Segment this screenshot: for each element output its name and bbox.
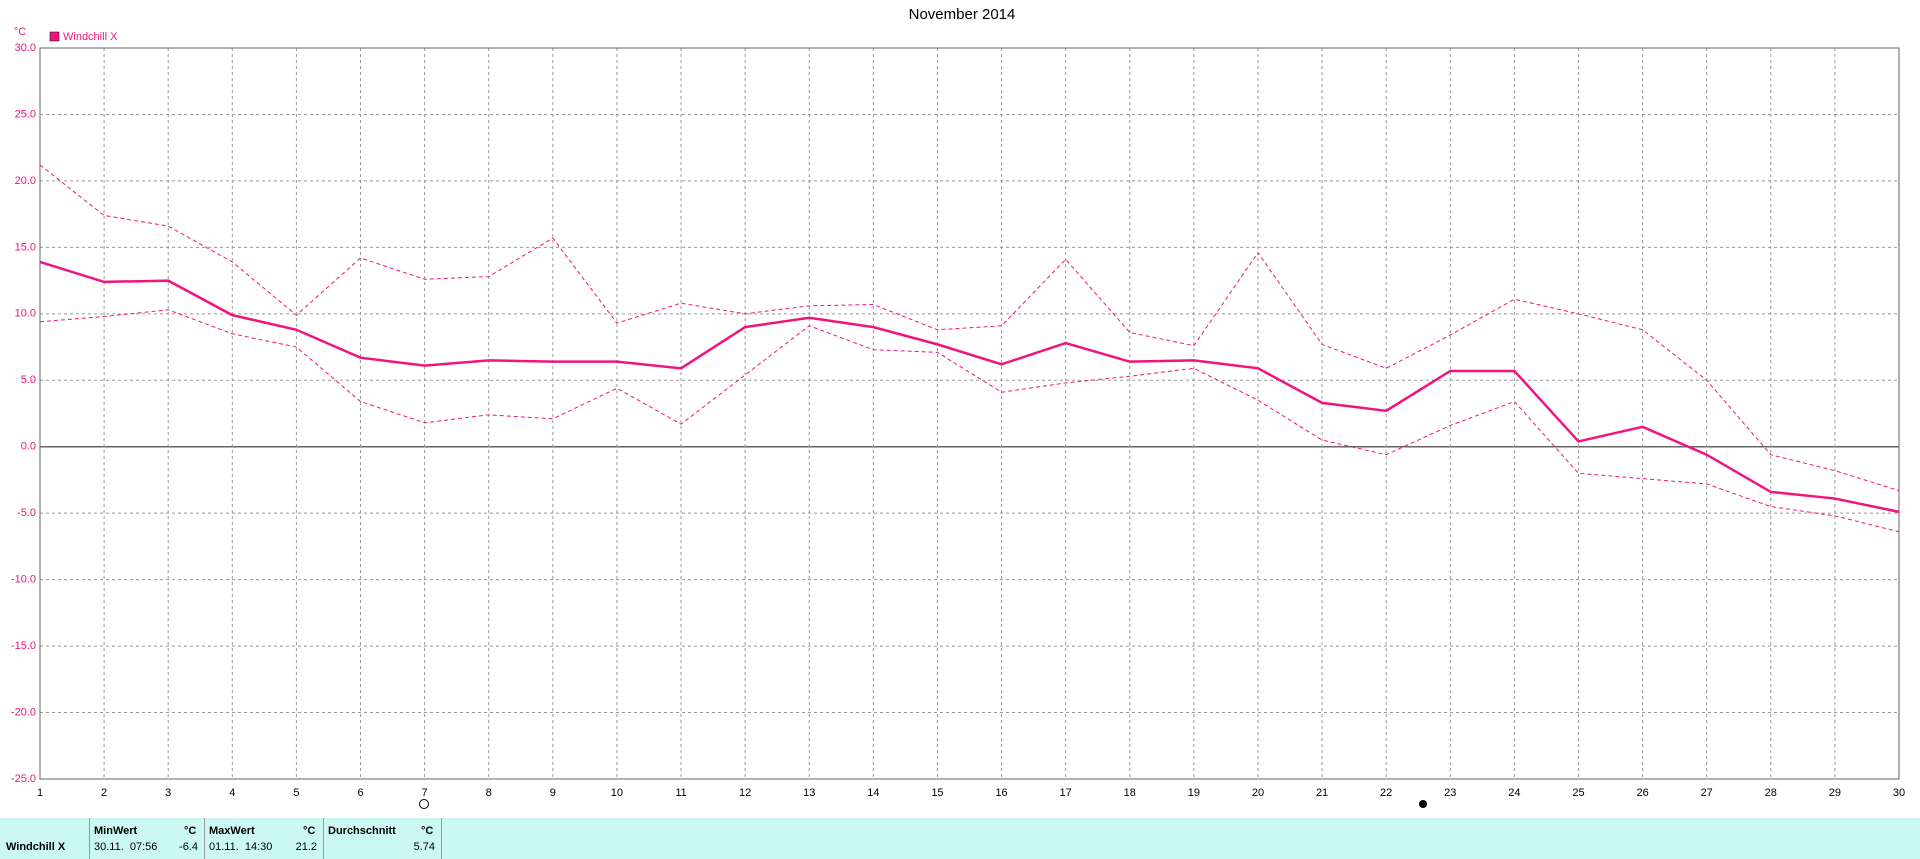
stats-table: Windchill X MinWert °C 30.11. 07:56 -6.4 Max… [0,818,1920,859]
x-tick-label: 1 [37,787,43,799]
value: -6.4 [179,841,198,853]
y-tick-label: -15.0 [11,640,36,652]
legend-label: Windchill X [63,31,118,43]
column-header: MinWert [94,825,138,837]
x-tick-label: 26 [1636,787,1648,799]
x-tick-label: 18 [1124,787,1136,799]
y-tick-label: -25.0 [11,773,36,785]
y-unit: °C [14,26,26,38]
x-tick-label: 30 [1893,787,1905,799]
legend-swatch [49,31,60,42]
x-tick-label: 5 [293,787,299,799]
x-tick-label: 20 [1252,787,1264,799]
x-tick-label: 22 [1380,787,1392,799]
x-tick-label: 13 [803,787,815,799]
unit: °C [184,825,197,837]
y-tick-label: -10.0 [11,574,36,586]
time: 01.11. 14:30 [209,841,273,853]
value: 21.2 [295,841,317,853]
unit: °C [421,825,434,837]
column-header: Durchschnitt [328,825,396,837]
row-label: Windchill X [6,841,66,853]
y-tick-label: 10.0 [15,308,36,320]
x-tick-label: 23 [1444,787,1456,799]
x-tick-label: 4 [229,787,235,799]
y-tick-label: 20.0 [15,175,36,187]
separator [89,818,90,859]
x-tick-label: 14 [867,787,879,799]
x-tick-label: 12 [739,787,751,799]
y-tick-label: 0.0 [21,441,36,453]
y-tick-label: 15.0 [15,241,36,253]
time: 30.11. 07:56 [94,841,158,853]
series-line [39,260,1900,514]
x-tick-label: 21 [1316,787,1328,799]
x-tick-label: 15 [931,787,943,799]
separator [441,818,442,859]
chart: November 2014 °C Windchill X 30.025.020.… [11,6,1905,809]
x-tick-label: 24 [1508,787,1520,799]
x-tick-label: 19 [1188,787,1200,799]
x-tick-label: 16 [995,787,1007,799]
x-tick-label: 11 [675,787,686,799]
x-tick-label: 6 [357,787,363,799]
x-tick-label: 3 [165,787,171,799]
x-tick-label: 29 [1829,787,1841,799]
x-tick-label: 9 [550,787,556,799]
y-tick-label: 25.0 [15,108,36,120]
series-line [39,309,1900,533]
separator [323,818,324,859]
chart-title: November 2014 [909,6,1016,23]
series-line [39,164,1900,492]
marker-icon [419,799,429,809]
x-tick-label: 2 [101,787,107,799]
y-tick-label: -5.0 [17,507,36,519]
x-tick-label: 28 [1765,787,1777,799]
x-tick-label: 27 [1701,787,1713,799]
x-tick-label: 17 [1060,787,1072,799]
x-tick-label: 8 [486,787,492,799]
marker-icon [1419,800,1427,808]
separator [204,818,205,859]
x-tick-label: 10 [611,787,623,799]
column-header: MaxWert [209,825,255,837]
value: 5.74 [413,841,435,853]
y-tick-label: 30.0 [15,42,36,54]
x-tick-label: 7 [422,787,428,799]
unit: °C [303,825,316,837]
x-tick-label: 25 [1572,787,1584,799]
y-tick-label: -20.0 [11,706,36,718]
plot-frame [39,47,1900,780]
y-tick-label: 5.0 [21,374,36,386]
